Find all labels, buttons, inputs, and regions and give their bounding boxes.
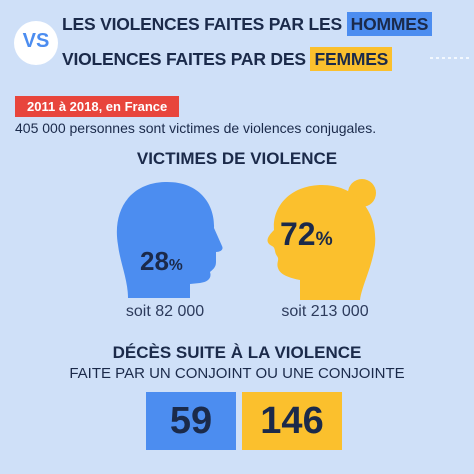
title-line-2: VIOLENCES FAITES PAR DES FEMMES — [62, 47, 393, 71]
percent-unit: % — [168, 257, 183, 274]
victims-heading: VICTIMES DE VIOLENCE — [136, 149, 338, 168]
percent-unit: % — [315, 229, 333, 250]
title-text: LES VIOLENCES FAITES PAR LES — [62, 14, 342, 34]
vs-circle — [14, 21, 58, 65]
title-highlight: FEMMES — [310, 47, 393, 71]
intro: 405 000 personnes sont victimes de viole… — [15, 120, 377, 136]
women-count: soit 213 000 — [281, 303, 369, 320]
men-deaths: 59 — [146, 392, 236, 450]
badge: VS — [22, 30, 50, 52]
percent-value: 72 — [280, 216, 316, 252]
deaths-heading: DÉCÈS SUITE À LA VIOLENCE — [112, 343, 362, 362]
women-percent: 72% — [280, 216, 333, 253]
women-deaths: 146 — [242, 392, 342, 450]
men-percent: 28% — [140, 246, 183, 277]
female-head — [267, 185, 376, 300]
title-highlight: HOMMES — [346, 12, 433, 36]
percent-value: 28 — [140, 246, 169, 276]
male-head — [116, 181, 223, 298]
men-count: soit 82 000 — [125, 303, 205, 320]
period-label: 2011 à 2018, en France — [15, 96, 180, 117]
deaths-subheading: FAITE PAR UN CONJOINT OU UNE CONJOINTE — [69, 365, 405, 382]
title-line-1: LES VIOLENCES FAITES PAR LES HOMMES — [62, 12, 433, 36]
title-text: VIOLENCES FAITES PAR DES — [62, 49, 306, 69]
